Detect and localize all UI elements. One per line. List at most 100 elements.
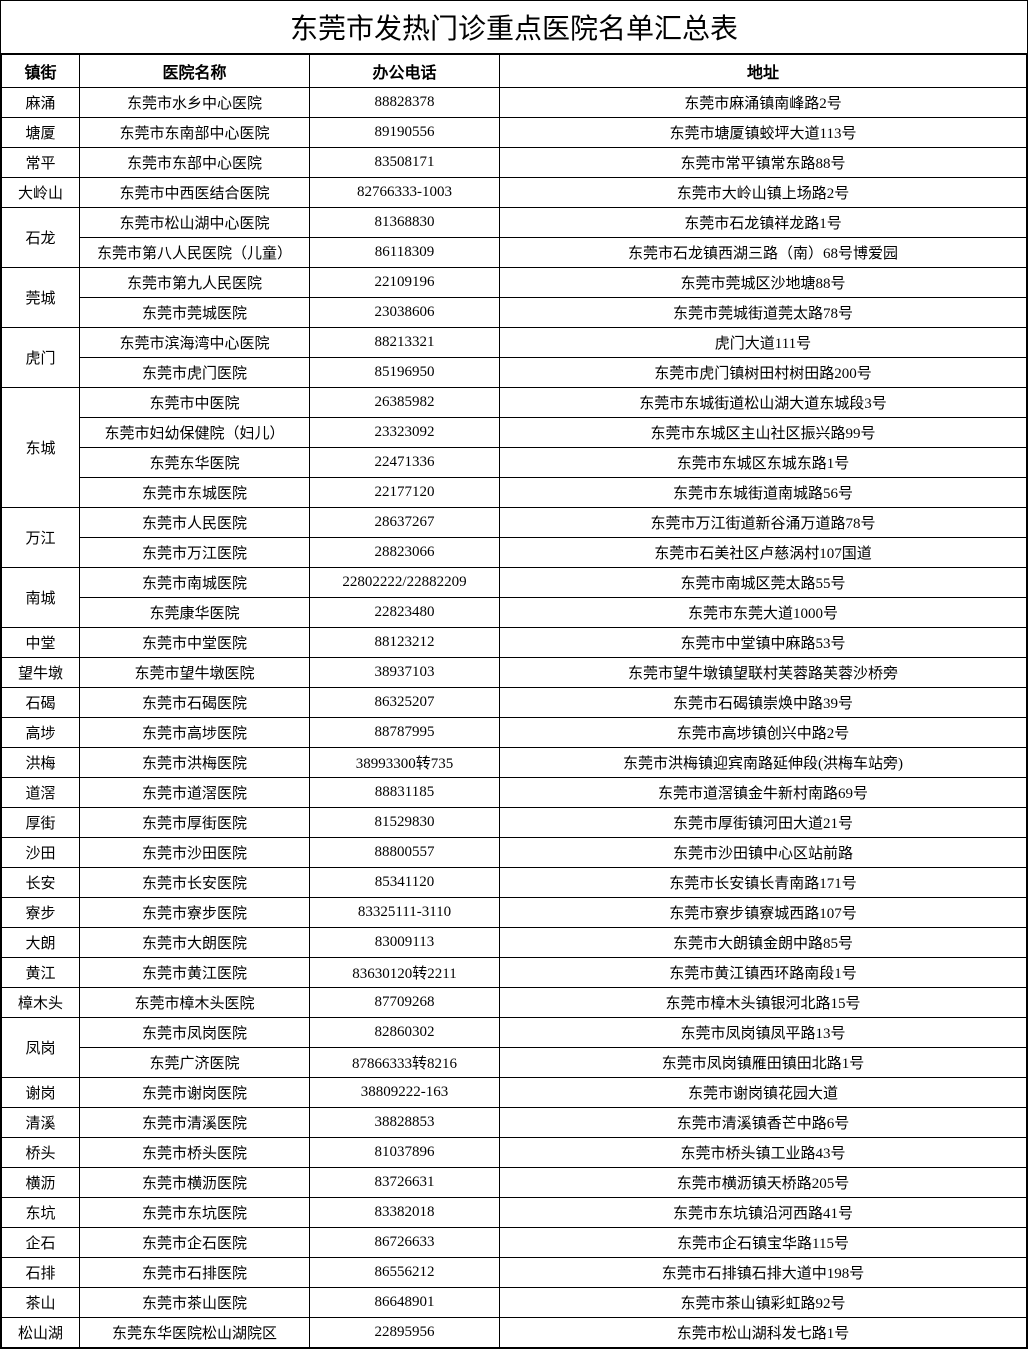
cell-town: 常平 (2, 148, 80, 178)
cell-address: 东莞市樟木头镇银河北路15号 (500, 988, 1027, 1018)
cell-phone: 88787995 (310, 718, 500, 748)
cell-town: 望牛墩 (2, 658, 80, 688)
cell-town: 谢岗 (2, 1078, 80, 1108)
table-title: 东莞市发热门诊重点医院名单汇总表 (1, 1, 1027, 54)
hospital-table: 镇街 医院名称 办公电话 地址 麻涌东莞市水乡中心医院88828378东莞市麻涌… (1, 54, 1027, 1348)
table-row: 桥头东莞市桥头医院81037896东莞市桥头镇工业路43号 (2, 1138, 1027, 1168)
cell-address: 东莞市莞城区沙地塘88号 (500, 268, 1027, 298)
cell-town: 道滘 (2, 778, 80, 808)
cell-phone: 22177120 (310, 478, 500, 508)
cell-phone: 23038606 (310, 298, 500, 328)
cell-hospital: 东莞市虎门医院 (80, 358, 310, 388)
cell-town: 万江 (2, 508, 80, 568)
cell-town: 塘厦 (2, 118, 80, 148)
table-row: 横沥东莞市横沥医院83726631东莞市横沥镇天桥路205号 (2, 1168, 1027, 1198)
cell-hospital: 东莞市寮步医院 (80, 898, 310, 928)
cell-hospital: 东莞市企石医院 (80, 1228, 310, 1258)
cell-town: 洪梅 (2, 748, 80, 778)
cell-address: 东莞市厚街镇河田大道21号 (500, 808, 1027, 838)
cell-hospital: 东莞市桥头医院 (80, 1138, 310, 1168)
table-row: 大岭山东莞市中西医结合医院82766333-1003东莞市大岭山镇上场路2号 (2, 178, 1027, 208)
cell-phone: 81037896 (310, 1138, 500, 1168)
table-row: 凤岗东莞市凤岗医院82860302东莞市凤岗镇凤平路13号 (2, 1018, 1027, 1048)
table-row: 寮步东莞市寮步医院83325111-3110东莞市寮步镇寮城西路107号 (2, 898, 1027, 928)
cell-hospital: 东莞市中医院 (80, 388, 310, 418)
cell-phone: 23323092 (310, 418, 500, 448)
cell-address: 东莞市东城街道南城路56号 (500, 478, 1027, 508)
cell-hospital: 东莞市谢岗医院 (80, 1078, 310, 1108)
table-row: 塘厦东莞市东南部中心医院89190556东莞市塘厦镇蛟坪大道113号 (2, 118, 1027, 148)
table-row: 沙田东莞市沙田医院88800557东莞市沙田镇中心区站前路 (2, 838, 1027, 868)
cell-phone: 22895956 (310, 1318, 500, 1348)
cell-phone: 22109196 (310, 268, 500, 298)
table-row: 石排东莞市石排医院86556212东莞市石排镇石排大道中198号 (2, 1258, 1027, 1288)
cell-phone: 28637267 (310, 508, 500, 538)
cell-town: 南城 (2, 568, 80, 628)
cell-town: 东城 (2, 388, 80, 508)
cell-phone: 87866333转8216 (310, 1048, 500, 1078)
table-row: 道滘东莞市道滘医院88831185东莞市道滘镇金牛新村南路69号 (2, 778, 1027, 808)
table-row: 东莞广济医院87866333转8216东莞市凤岗镇雁田镇田北路1号 (2, 1048, 1027, 1078)
cell-phone: 88800557 (310, 838, 500, 868)
cell-town: 桥头 (2, 1138, 80, 1168)
cell-town: 凤岗 (2, 1018, 80, 1078)
cell-address: 东莞市谢岗镇花园大道 (500, 1078, 1027, 1108)
cell-hospital: 东莞市第九人民医院 (80, 268, 310, 298)
cell-address: 东莞市寮步镇寮城西路107号 (500, 898, 1027, 928)
cell-hospital: 东莞市厚街医院 (80, 808, 310, 838)
cell-address: 东莞市万江街道新谷涌万道路78号 (500, 508, 1027, 538)
cell-hospital: 东莞市樟木头医院 (80, 988, 310, 1018)
cell-hospital: 东莞市黄江医院 (80, 958, 310, 988)
table-row: 东莞市万江医院28823066东莞市石美社区卢慈涡村107国道 (2, 538, 1027, 568)
header-town: 镇街 (2, 55, 80, 88)
cell-address: 东莞市横沥镇天桥路205号 (500, 1168, 1027, 1198)
cell-address: 东莞市虎门镇树田村树田路200号 (500, 358, 1027, 388)
cell-phone: 38809222-163 (310, 1078, 500, 1108)
cell-hospital: 东莞市石排医院 (80, 1258, 310, 1288)
cell-hospital: 东莞市妇幼保健院（妇儿） (80, 418, 310, 448)
cell-address: 东莞市茶山镇彩虹路92号 (500, 1288, 1027, 1318)
cell-phone: 82860302 (310, 1018, 500, 1048)
cell-hospital: 东莞东华医院松山湖院区 (80, 1318, 310, 1348)
cell-phone: 88213321 (310, 328, 500, 358)
cell-town: 高埗 (2, 718, 80, 748)
cell-phone: 85341120 (310, 868, 500, 898)
cell-hospital: 东莞市水乡中心医院 (80, 88, 310, 118)
cell-phone: 81368830 (310, 208, 500, 238)
table-row: 莞城东莞市第九人民医院22109196东莞市莞城区沙地塘88号 (2, 268, 1027, 298)
cell-address: 东莞市中堂镇中麻路53号 (500, 628, 1027, 658)
cell-hospital: 东莞市横沥医院 (80, 1168, 310, 1198)
header-row: 镇街 医院名称 办公电话 地址 (2, 55, 1027, 88)
table-row: 洪梅东莞市洪梅医院38993300转735东莞市洪梅镇迎宾南路延伸段(洪梅车站旁… (2, 748, 1027, 778)
cell-phone: 83009113 (310, 928, 500, 958)
cell-hospital: 东莞市高埗医院 (80, 718, 310, 748)
header-phone: 办公电话 (310, 55, 500, 88)
cell-hospital: 东莞市中堂医院 (80, 628, 310, 658)
cell-town: 黄江 (2, 958, 80, 988)
cell-address: 虎门大道111号 (500, 328, 1027, 358)
cell-address: 东莞市望牛墩镇望联村芙蓉路芙蓉沙桥旁 (500, 658, 1027, 688)
cell-phone: 87709268 (310, 988, 500, 1018)
cell-hospital: 东莞市中西医结合医院 (80, 178, 310, 208)
cell-address: 东莞市黄江镇西环路南段1号 (500, 958, 1027, 988)
table-row: 茶山东莞市茶山医院86648901东莞市茶山镇彩虹路92号 (2, 1288, 1027, 1318)
table-row: 樟木头东莞市樟木头医院87709268东莞市樟木头镇银河北路15号 (2, 988, 1027, 1018)
cell-address: 东莞市麻涌镇南峰路2号 (500, 88, 1027, 118)
cell-phone: 83325111-3110 (310, 898, 500, 928)
table-row: 长安东莞市长安医院85341120东莞市长安镇长青南路171号 (2, 868, 1027, 898)
table-row: 谢岗东莞市谢岗医院38809222-163东莞市谢岗镇花园大道 (2, 1078, 1027, 1108)
cell-phone: 81529830 (310, 808, 500, 838)
table-row: 东莞市第八人民医院（儿童）86118309东莞市石龙镇西湖三路（南）68号博爱园 (2, 238, 1027, 268)
cell-hospital: 东莞市滨海湾中心医院 (80, 328, 310, 358)
cell-address: 东莞市东莞大道1000号 (500, 598, 1027, 628)
cell-address: 东莞市道滘镇金牛新村南路69号 (500, 778, 1027, 808)
cell-town: 麻涌 (2, 88, 80, 118)
cell-town: 大朗 (2, 928, 80, 958)
table-row: 松山湖东莞东华医院松山湖院区22895956东莞市松山湖科发七路1号 (2, 1318, 1027, 1348)
table-row: 南城东莞市南城医院22802222/22882209东莞市南城区莞太路55号 (2, 568, 1027, 598)
table-row: 东莞市虎门医院85196950东莞市虎门镇树田村树田路200号 (2, 358, 1027, 388)
table-row: 石碣东莞市石碣医院86325207东莞市石碣镇崇焕中路39号 (2, 688, 1027, 718)
cell-phone: 38993300转735 (310, 748, 500, 778)
table-row: 东城东莞市中医院26385982东莞市东城街道松山湖大道东城段3号 (2, 388, 1027, 418)
cell-address: 东莞市企石镇宝华路115号 (500, 1228, 1027, 1258)
